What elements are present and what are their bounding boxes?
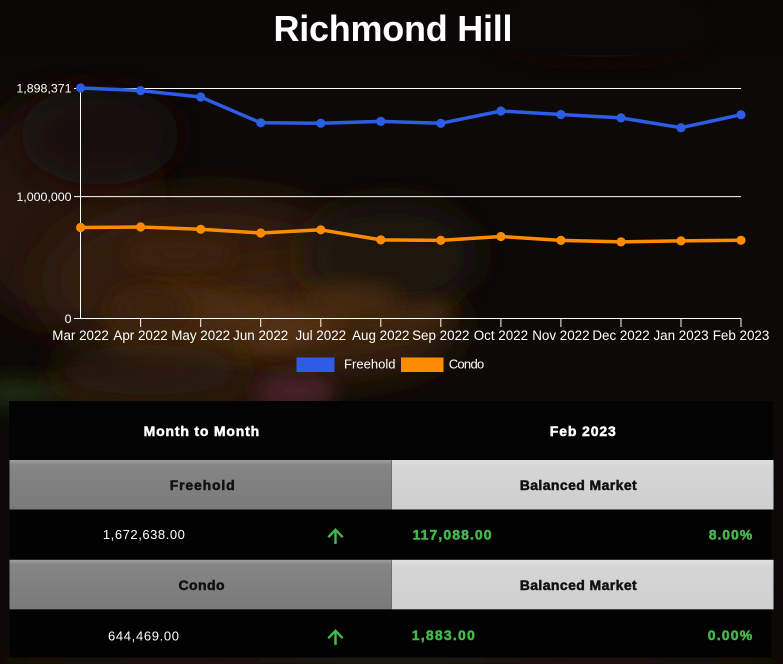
svg-text:Month to Month: Month to Month (144, 423, 260, 439)
svg-text:1,898,371: 1,898,371 (16, 81, 71, 95)
svg-text:Balanced Market: Balanced Market (520, 477, 637, 493)
svg-text:Freehold: Freehold (170, 477, 235, 493)
svg-text:Jan 2023: Jan 2023 (653, 328, 708, 343)
svg-text:Aug 2022: Aug 2022 (352, 328, 409, 343)
svg-text:0: 0 (65, 312, 72, 326)
svg-text:Balanced Market: Balanced Market (520, 577, 637, 593)
svg-text:Feb 2023: Feb 2023 (550, 423, 616, 439)
svg-text:Condo: Condo (179, 577, 225, 593)
svg-text:Jun 2022: Jun 2022 (233, 328, 288, 343)
svg-text:Richmond Hill: Richmond Hill (274, 8, 513, 49)
svg-text:Dec 2022: Dec 2022 (592, 328, 649, 343)
svg-text:Feb 2023: Feb 2023 (713, 328, 770, 343)
svg-text:Condo: Condo (449, 357, 485, 372)
svg-text:0.00%: 0.00% (708, 627, 753, 643)
svg-text:Nov 2022: Nov 2022 (532, 328, 589, 343)
svg-text:117,088.00: 117,088.00 (413, 526, 492, 542)
svg-text:Freehold: Freehold (344, 357, 396, 372)
svg-text:Oct 2022: Oct 2022 (474, 328, 528, 343)
svg-text:Jul 2022: Jul 2022 (295, 328, 346, 343)
svg-text:644,469.00: 644,469.00 (108, 628, 179, 643)
svg-text:1,000,000: 1,000,000 (16, 190, 71, 204)
svg-text:Sep 2022: Sep 2022 (412, 328, 469, 343)
svg-text:8.00%: 8.00% (709, 526, 753, 542)
svg-text:1,883.00: 1,883.00 (412, 627, 475, 643)
svg-text:1,672,638.00: 1,672,638.00 (103, 527, 185, 542)
svg-text:May 2022: May 2022 (171, 328, 230, 343)
svg-text:Apr 2022: Apr 2022 (113, 328, 167, 343)
svg-text:Mar 2022: Mar 2022 (52, 328, 109, 343)
